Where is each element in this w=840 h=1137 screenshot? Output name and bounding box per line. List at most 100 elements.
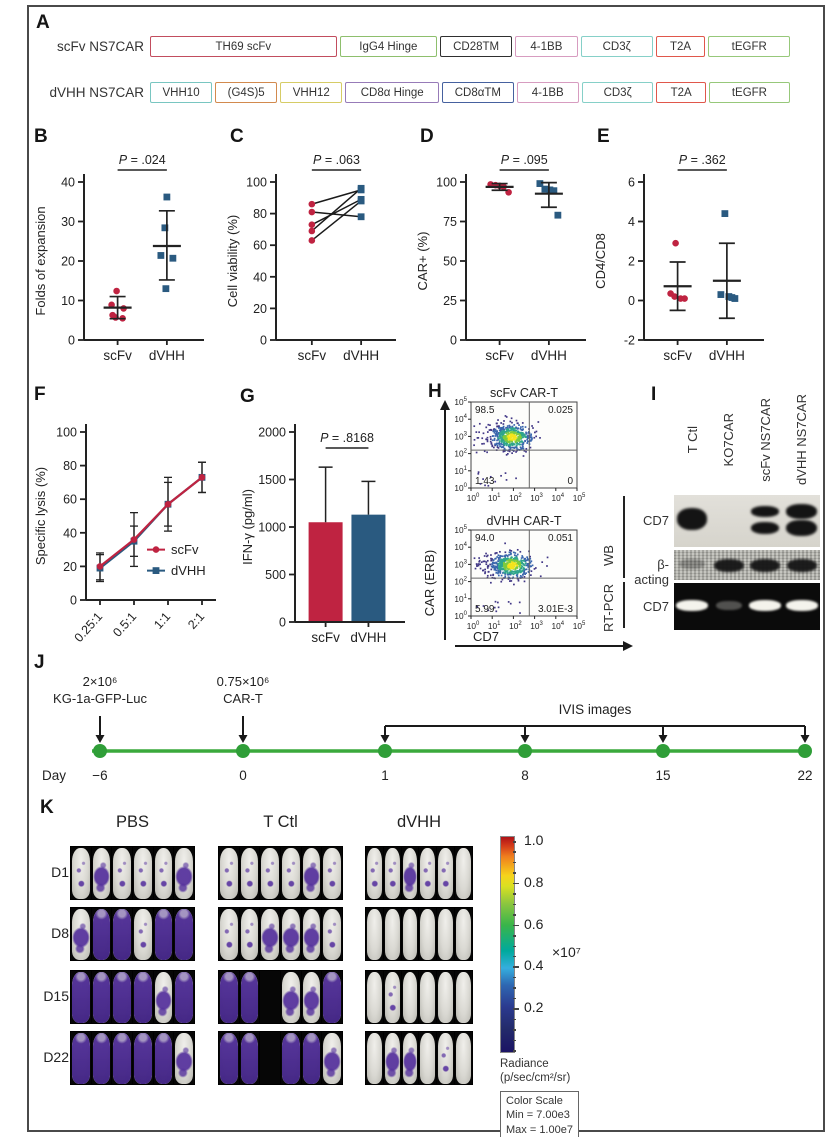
flow-dot xyxy=(496,435,499,438)
blot-band xyxy=(677,508,708,530)
flow-dot xyxy=(514,556,516,559)
flow-dot xyxy=(520,570,523,573)
x-cat-label: scFv xyxy=(663,348,692,363)
flow-dot xyxy=(489,440,492,443)
flow-dot xyxy=(486,440,489,443)
flow-dot xyxy=(508,580,511,582)
flow-dot xyxy=(489,435,492,438)
flow-dot xyxy=(508,573,510,576)
flow-dot xyxy=(506,565,508,568)
mouse-image xyxy=(134,848,152,899)
log-exp: 1 xyxy=(464,466,468,472)
flow-dot xyxy=(497,569,500,572)
data-point-circle xyxy=(130,536,138,543)
flow-dot xyxy=(515,446,518,448)
flow-dot xyxy=(496,556,499,558)
flow-dot xyxy=(521,443,523,446)
flow-dot xyxy=(526,440,529,443)
flow-dot xyxy=(519,570,522,572)
flow-dot xyxy=(493,430,495,432)
timeline-day-tick: 8 xyxy=(521,768,529,783)
flow-dot xyxy=(475,451,478,454)
flow-dot xyxy=(515,555,518,558)
y-tick-label: 0 xyxy=(279,616,286,630)
flow-dot xyxy=(499,431,502,434)
flow-dot xyxy=(513,572,516,575)
mouse-slot xyxy=(437,971,455,1023)
blot-lane-label: KO7CAR xyxy=(711,390,748,490)
mouse-image xyxy=(323,1033,342,1084)
mouse-slot xyxy=(455,847,472,899)
mouse-image xyxy=(134,1033,152,1084)
flow-dot xyxy=(525,572,527,574)
flow-dot xyxy=(529,439,532,442)
data-point-circle xyxy=(308,200,316,208)
blot-row-label: CD7 xyxy=(642,513,669,528)
flow-dot xyxy=(520,557,523,559)
flow-dot xyxy=(508,553,510,556)
mouse-image xyxy=(134,909,152,960)
flow-dot xyxy=(523,569,526,572)
colorbar-tick xyxy=(513,914,516,916)
panel-j-timeline: −6 0 1 8 15 22 Day 2×10⁶ KG-1a-GFP-Luc 0.75×10⁶ CA… xyxy=(30,656,815,793)
mouse-slot xyxy=(401,908,419,960)
flow-dot xyxy=(511,439,513,442)
mouse-image xyxy=(240,1033,259,1084)
data-point-square xyxy=(550,187,558,195)
flow-dot xyxy=(508,426,511,429)
mouse-image xyxy=(92,848,111,899)
flow-dot xyxy=(501,555,504,558)
flow-dot xyxy=(525,431,527,434)
flow-dot xyxy=(507,445,510,448)
mouse-slot xyxy=(260,1032,281,1084)
colorbar-tick xyxy=(513,945,516,947)
flow-dot xyxy=(510,417,513,420)
flow-dot xyxy=(498,567,501,570)
flow-dot xyxy=(497,564,499,566)
mouse-image xyxy=(323,848,342,899)
mouse-image xyxy=(175,848,194,899)
flow-dot xyxy=(512,573,515,576)
flow-dot xyxy=(511,427,513,430)
mouse-slot xyxy=(133,971,153,1023)
colorbar-tick xyxy=(513,935,516,937)
construct-segment: CD3ζ xyxy=(581,82,654,103)
flow-dot xyxy=(506,570,509,572)
data-point-circle xyxy=(308,208,316,216)
flow-dot xyxy=(494,557,497,560)
flow-dot xyxy=(476,565,478,568)
flow-dot xyxy=(515,440,518,443)
flow-dot xyxy=(486,431,489,433)
flow-dot xyxy=(522,445,524,448)
flow-dot xyxy=(505,564,508,567)
flow-dot xyxy=(520,565,523,567)
flow-dot xyxy=(519,612,521,614)
flow-dot xyxy=(518,435,521,438)
flow-dot xyxy=(519,568,521,571)
flow-dot xyxy=(500,474,502,477)
flow-dot xyxy=(486,567,489,569)
flow-dot xyxy=(486,554,489,557)
flow-dot xyxy=(509,561,512,563)
data-point-square xyxy=(162,285,170,293)
y-tick-label: 1500 xyxy=(258,473,286,487)
flow-dot xyxy=(507,428,510,431)
bar-scFv xyxy=(308,522,343,622)
log-exp: 0 xyxy=(476,493,480,499)
mouse-slot xyxy=(322,1032,343,1084)
flow-dot xyxy=(524,568,527,571)
construct-segment: 4-1BB xyxy=(515,36,578,57)
flow-dot xyxy=(499,430,502,433)
blot-lane-label: dVHH NS7CAR xyxy=(784,390,821,490)
ivis-column-header: dVHH xyxy=(396,813,441,831)
flow-dot xyxy=(506,452,509,455)
flow-dot xyxy=(511,564,513,567)
flow-dot xyxy=(502,562,504,565)
blot-lane-text: T Ctl xyxy=(684,426,700,454)
quadrant-lr: 0 xyxy=(567,476,573,487)
flow-dot xyxy=(505,432,508,435)
flow-dot xyxy=(507,562,510,564)
flow-dot xyxy=(507,601,510,603)
flow-dot xyxy=(531,425,533,427)
flow-dot xyxy=(500,436,502,439)
